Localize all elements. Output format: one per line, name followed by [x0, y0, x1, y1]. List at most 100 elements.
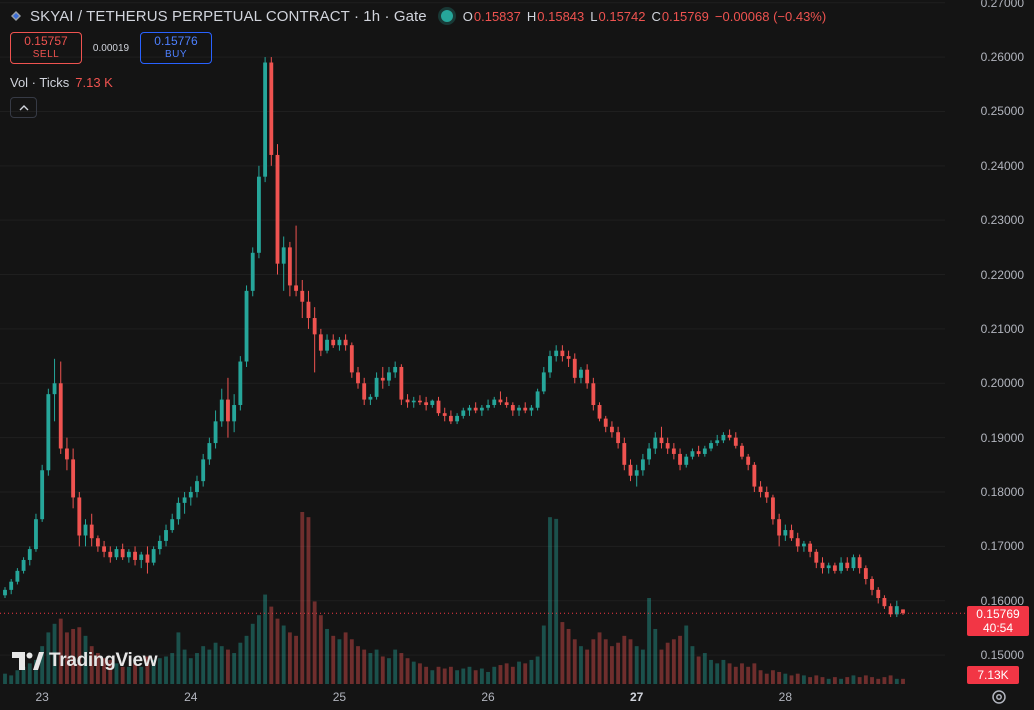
- current-price-tag: 0.15769 40:54: [967, 606, 1029, 636]
- candle-body: [820, 562, 825, 569]
- candle-body: [15, 570, 20, 582]
- candle-body: [250, 252, 255, 291]
- time-tick-label: 26: [481, 690, 495, 704]
- tradingview-watermark[interactable]: TradingView: [12, 650, 158, 672]
- candle-body: [777, 519, 782, 536]
- low-value: 0.15742: [598, 8, 646, 24]
- collapse-legend-button[interactable]: [10, 97, 37, 118]
- volume-bar: [789, 675, 794, 684]
- price-tick-label: 0.25000: [980, 104, 1024, 119]
- volume-bar: [27, 663, 32, 684]
- volume-bar: [102, 658, 107, 684]
- candle-body: [27, 549, 32, 560]
- price-tick-label: 0.22000: [980, 267, 1024, 282]
- symbol-title[interactable]: SKYAI / TETHERUS PERPETUAL CONTRACT · 1h…: [30, 7, 427, 25]
- volume-bar: [9, 675, 14, 684]
- volume-bar: [399, 653, 404, 684]
- volume-bar: [597, 632, 602, 684]
- volume-bar: [207, 649, 212, 684]
- volume-bar: [108, 659, 113, 684]
- candle-body: [263, 62, 268, 177]
- candle-body: [721, 434, 726, 441]
- volume-bar: [696, 656, 701, 684]
- volume-bar: [182, 649, 187, 684]
- volume-bar: [721, 659, 726, 684]
- candle-body: [281, 247, 286, 264]
- settings-gear-icon[interactable]: [990, 688, 1008, 706]
- candle-body: [783, 530, 788, 536]
- volume-legend[interactable]: Vol · Ticks 7.13 K: [10, 75, 113, 90]
- candle-body: [870, 578, 874, 590]
- candle-body: [387, 372, 391, 381]
- candle-body: [77, 497, 82, 536]
- volume-bar: [287, 632, 292, 684]
- candle-body: [554, 350, 559, 357]
- candle-body: [814, 551, 819, 563]
- candle-body: [597, 405, 602, 419]
- buy-button[interactable]: 0.15776 BUY: [140, 32, 212, 64]
- sell-button[interactable]: 0.15757 SELL: [10, 32, 82, 64]
- volume-bar: [418, 663, 422, 684]
- candle-body: [145, 554, 150, 563]
- price-axis[interactable]: 0.27000 0.26000 0.25000 0.24000 0.23000 0.220…: [945, 0, 1034, 685]
- volume-bar: [610, 646, 614, 684]
- volume-bar: [164, 656, 168, 684]
- candle-body: [659, 437, 664, 444]
- candle-body: [467, 407, 472, 411]
- volume-bar: [554, 518, 559, 684]
- candle-body: [492, 399, 497, 406]
- volume-bar: [114, 663, 119, 684]
- candle-body: [151, 549, 156, 563]
- candle-body: [851, 557, 856, 569]
- volume-bar: [300, 512, 305, 684]
- candle-body: [108, 551, 113, 558]
- volume-bar: [901, 678, 905, 684]
- candle-body: [300, 290, 305, 302]
- sell-label: SELL: [32, 49, 60, 60]
- candle-body: [102, 546, 107, 552]
- candle-body: [510, 405, 515, 411]
- volume-bar: [486, 671, 490, 684]
- volume-bar: [888, 675, 893, 684]
- volume-bar: [820, 677, 825, 684]
- volume-bar: [492, 666, 497, 684]
- candle-body: [294, 285, 298, 291]
- candle-body: [585, 369, 590, 384]
- candle-body: [399, 366, 404, 400]
- volume-bar: [294, 635, 298, 684]
- candle-body: [374, 377, 379, 397]
- candle-body: [579, 369, 583, 378]
- volume-bar: [876, 678, 881, 684]
- current-price-value: 0.15769: [976, 607, 1020, 621]
- volume-bar: [783, 673, 788, 684]
- candle-body: [83, 524, 88, 536]
- candle-body: [238, 361, 243, 406]
- candle-body: [418, 400, 422, 403]
- volume-bar: [256, 615, 261, 684]
- chart-header: SKYAI / TETHERUS PERPETUAL CONTRACT · 1h…: [10, 6, 826, 26]
- volume-bar: [306, 517, 311, 684]
- volume-bar: [343, 632, 348, 684]
- volume-bar: [232, 653, 237, 684]
- candle-body: [436, 400, 441, 414]
- candle-body: [548, 356, 552, 373]
- candle-body: [442, 413, 447, 416]
- volume-bar: [145, 656, 150, 684]
- volume-bar: [455, 670, 460, 684]
- candle-body: [671, 448, 676, 454]
- candle-body: [219, 399, 224, 422]
- candle-body: [665, 443, 670, 449]
- candle-body: [244, 290, 249, 362]
- candle-body: [448, 415, 453, 422]
- candle-body: [541, 372, 546, 392]
- candle-body: [616, 432, 621, 444]
- candle-body: [845, 562, 850, 569]
- volume-bar: [337, 639, 342, 684]
- candle-body: [653, 437, 658, 449]
- volume-bar: [15, 670, 20, 684]
- price-tick-label: 0.16000: [980, 593, 1024, 608]
- chevron-up-icon: [19, 104, 28, 110]
- volume-bar: [40, 646, 45, 684]
